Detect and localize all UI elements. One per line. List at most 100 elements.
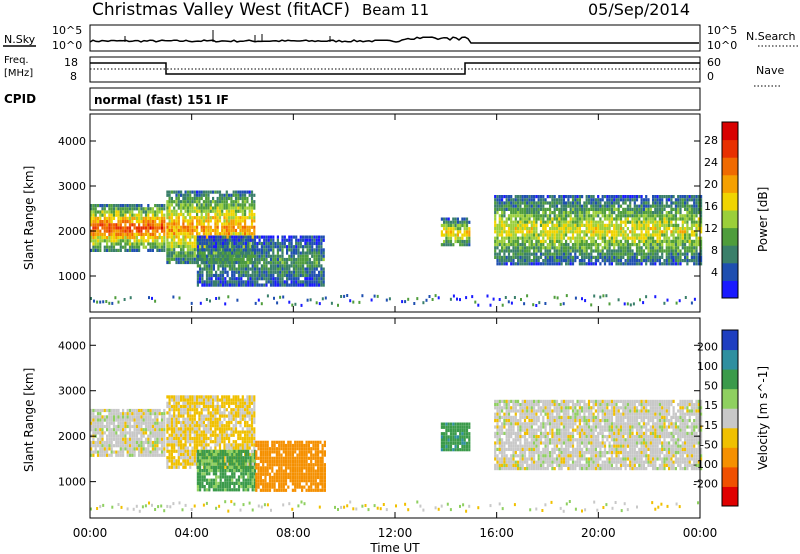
power-cell bbox=[256, 257, 259, 262]
power-cell bbox=[219, 280, 222, 284]
velocity-cell bbox=[112, 434, 116, 438]
power-cell bbox=[119, 242, 122, 246]
velocity-cell bbox=[96, 431, 100, 435]
power-cell bbox=[199, 280, 202, 284]
power-cell bbox=[700, 198, 703, 202]
power-cell bbox=[599, 233, 602, 237]
power-cell bbox=[228, 257, 231, 262]
power-cell bbox=[256, 270, 259, 274]
power-cell bbox=[232, 193, 235, 197]
power-cell bbox=[106, 229, 109, 233]
power-cell bbox=[223, 222, 226, 226]
power-cell bbox=[590, 204, 593, 208]
power-cell bbox=[581, 239, 584, 243]
power-cell bbox=[248, 203, 251, 207]
power-cell bbox=[533, 204, 536, 208]
velocity-cell bbox=[191, 420, 194, 425]
power-cell bbox=[619, 233, 623, 237]
power-cell bbox=[599, 201, 602, 205]
power-cell bbox=[665, 195, 668, 199]
power-cell bbox=[224, 270, 227, 274]
power-cell bbox=[697, 207, 700, 211]
velocity-cell bbox=[198, 414, 201, 418]
power-cell bbox=[631, 195, 634, 199]
power-cell bbox=[219, 238, 222, 242]
power-cell bbox=[212, 206, 215, 210]
power-cell bbox=[267, 254, 270, 258]
power-cell bbox=[217, 267, 220, 271]
power-cell bbox=[106, 248, 109, 252]
velocity-cell bbox=[106, 447, 109, 451]
power-cell bbox=[526, 252, 529, 256]
power-cell bbox=[507, 201, 511, 205]
power-cell bbox=[608, 246, 611, 250]
power-cell bbox=[256, 235, 259, 239]
velocity-cell bbox=[212, 404, 215, 409]
velocity-cell bbox=[180, 456, 183, 460]
velocity-cell bbox=[154, 428, 157, 432]
power-cell bbox=[274, 245, 277, 249]
velocity-cell bbox=[94, 408, 97, 413]
power-cell bbox=[517, 246, 520, 250]
power-cell bbox=[661, 243, 664, 247]
power-cell bbox=[512, 259, 515, 263]
power-cell bbox=[311, 283, 314, 287]
power-cell bbox=[170, 254, 173, 258]
power-cell bbox=[597, 252, 600, 256]
power-ground-scatter bbox=[315, 301, 318, 305]
power-cell bbox=[249, 273, 252, 278]
power-cell bbox=[108, 232, 111, 236]
power-cell bbox=[160, 223, 164, 227]
velocity-cell bbox=[186, 427, 189, 431]
power-cell bbox=[574, 239, 577, 243]
power-cell bbox=[583, 217, 586, 221]
power-cell bbox=[221, 209, 224, 213]
power-ground-scatter bbox=[358, 300, 361, 304]
power-cell bbox=[241, 203, 244, 207]
power-cell bbox=[311, 270, 314, 274]
power-cell bbox=[205, 283, 209, 287]
power-cell bbox=[149, 226, 152, 230]
power-cell bbox=[226, 248, 229, 252]
power-cell bbox=[205, 228, 208, 233]
power-cell bbox=[560, 239, 563, 243]
velocity-cell bbox=[90, 424, 93, 429]
power-cell bbox=[590, 230, 593, 234]
power-cell bbox=[231, 264, 234, 268]
power-cell bbox=[166, 260, 169, 265]
power-cell bbox=[661, 223, 664, 227]
power-cell bbox=[142, 220, 145, 224]
power-cell bbox=[288, 270, 291, 274]
power-cell bbox=[184, 238, 187, 242]
power-cell bbox=[297, 264, 300, 268]
power-cell bbox=[202, 232, 205, 236]
power-cell bbox=[231, 261, 234, 265]
power-cell bbox=[631, 223, 634, 227]
power-cell bbox=[281, 270, 284, 274]
velocity-cell bbox=[160, 447, 164, 451]
power-cell bbox=[106, 223, 109, 227]
power-cell bbox=[652, 195, 655, 199]
power-cell bbox=[182, 260, 185, 265]
velocity-cell bbox=[94, 444, 97, 448]
power-cell bbox=[658, 255, 661, 259]
velocity-cell bbox=[184, 424, 187, 428]
power-cell bbox=[688, 217, 691, 221]
power-cell bbox=[246, 228, 249, 233]
power-cell bbox=[122, 232, 125, 236]
power-cell bbox=[507, 255, 511, 259]
power-cell bbox=[567, 249, 570, 253]
power-cell bbox=[622, 230, 625, 234]
power-cell bbox=[514, 217, 517, 221]
power-cell bbox=[558, 252, 561, 256]
power-cell bbox=[597, 214, 600, 218]
power-cell bbox=[276, 261, 279, 265]
velocity-cell bbox=[128, 440, 132, 445]
power-cell bbox=[230, 222, 233, 226]
power-cell bbox=[629, 243, 632, 247]
power-cell bbox=[445, 230, 448, 234]
power-cell bbox=[200, 216, 203, 220]
power-cell bbox=[587, 230, 591, 234]
velocity-cell bbox=[108, 431, 111, 435]
power-ground-scatter bbox=[276, 301, 279, 305]
